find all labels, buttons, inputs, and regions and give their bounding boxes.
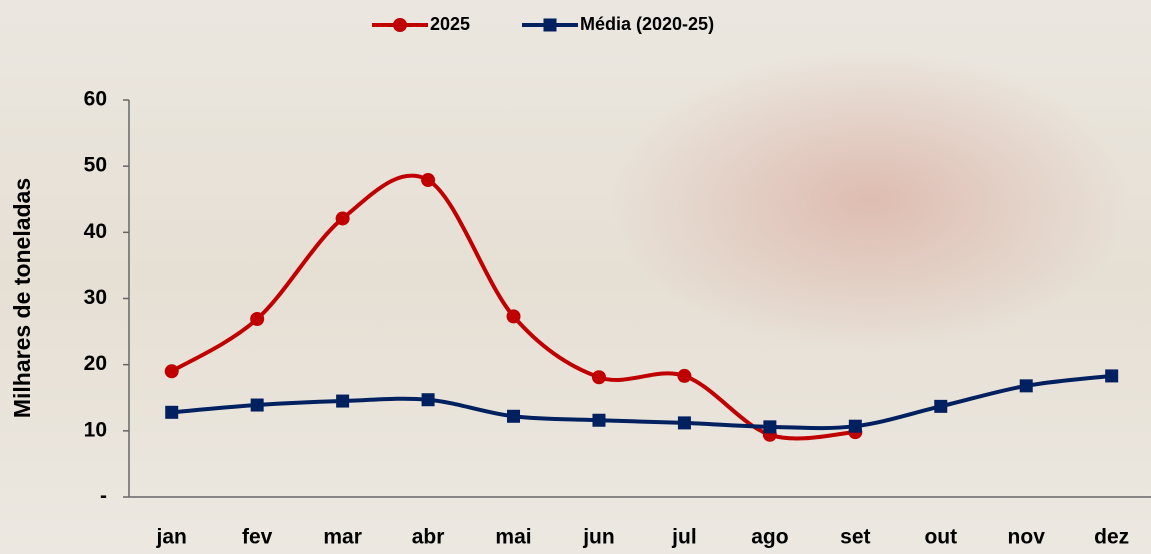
- x-tick-label: fev: [242, 526, 273, 549]
- x-tick-label: out: [924, 526, 957, 549]
- x-tick-label: jun: [582, 526, 615, 549]
- marker: [250, 312, 265, 327]
- marker: [165, 405, 179, 419]
- marker: [421, 393, 435, 407]
- marker: [1105, 369, 1119, 383]
- legend-marker: [543, 18, 557, 32]
- marker: [934, 399, 948, 413]
- marker: [250, 398, 264, 412]
- marker: [506, 309, 521, 324]
- marker: [848, 419, 862, 433]
- y-tick-label: 40: [84, 220, 107, 243]
- x-tick-label: ago: [751, 526, 788, 549]
- marker: [336, 394, 350, 408]
- x-tick-label: mai: [495, 526, 531, 549]
- y-tick-label: -: [100, 485, 107, 508]
- marker: [677, 368, 692, 383]
- legend-marker: [393, 18, 407, 32]
- series-line: [171, 373, 1112, 431]
- marker: [763, 420, 777, 434]
- marker: [335, 211, 350, 226]
- marker: [421, 173, 436, 188]
- marker: [164, 364, 179, 379]
- marker: [677, 416, 691, 430]
- legend-label: 2025: [430, 14, 470, 34]
- y-tick-label: 10: [84, 418, 107, 441]
- x-tick-label: abr: [412, 526, 445, 549]
- marker: [1019, 379, 1033, 393]
- y-axis-label: Milhares de toneladas: [9, 178, 35, 418]
- x-tick-label: jan: [156, 526, 187, 549]
- x-tick-label: nov: [1008, 526, 1046, 549]
- x-tick-label: dez: [1094, 526, 1129, 549]
- series-line: [170, 173, 856, 441]
- marker: [592, 413, 606, 427]
- legend-label: Média (2020-25): [580, 14, 714, 34]
- x-tick-label: mar: [323, 526, 362, 549]
- y-tick-label: 50: [84, 154, 107, 177]
- marker: [507, 409, 521, 423]
- y-tick-label: 30: [84, 286, 107, 309]
- marker: [591, 370, 606, 385]
- y-tick-label: 20: [84, 352, 107, 375]
- x-tick-label: set: [840, 526, 870, 549]
- x-tick-label: jul: [671, 526, 697, 549]
- y-tick-label: 60: [84, 88, 107, 111]
- background-shade: [610, 50, 1130, 350]
